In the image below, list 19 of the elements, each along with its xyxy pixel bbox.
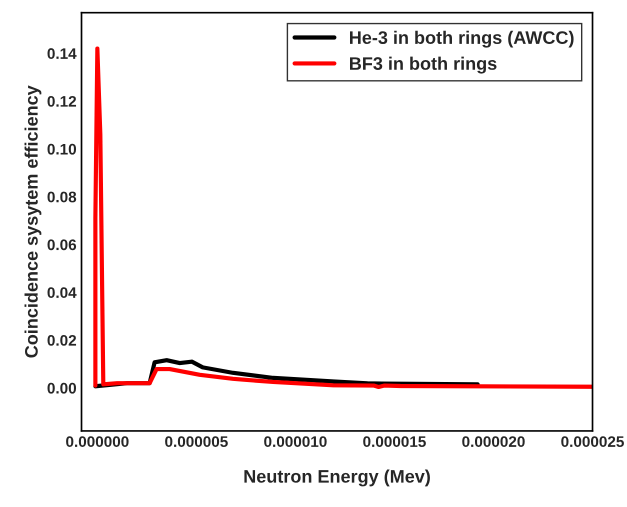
y-tick-label: 0.06 [48,239,76,250]
y-tick-label: 0.00 [48,382,76,394]
y-tick-label: 0.08 [48,192,76,202]
x-tick-label: 0.000015 [363,436,426,448]
y-axis-title: Coincidence sysytem efficiency [24,85,42,358]
y-tick-label: 0.04 [48,287,77,298]
x-tick-label: 0.000025 [561,436,624,448]
line-series [93,46,593,390]
x-tick-label: 0.000000 [66,436,129,448]
y-tick-label: 0.12 [48,96,76,107]
y-tick-label: 0.14 [48,48,77,59]
y-tick-label: 0.10 [48,144,76,155]
legend-label: BF3 in both rings [350,56,496,74]
x-axis-title: Neutron Energy (Mev) [244,469,430,486]
legend-label: He-3 in both rings (AWCC) [350,30,574,48]
x-tick-label: 0.000005 [165,436,228,448]
x-tick-label: 0.000010 [264,436,327,448]
x-tick-label: 0.000020 [462,436,525,448]
y-tick-label: 0.02 [48,334,76,346]
